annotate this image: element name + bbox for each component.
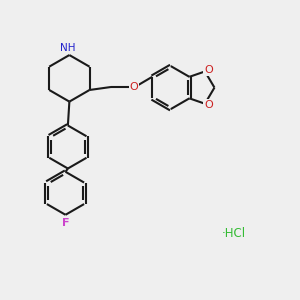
Text: NH: NH xyxy=(60,44,76,53)
Text: O: O xyxy=(204,65,213,75)
Text: O: O xyxy=(130,82,138,92)
Text: F: F xyxy=(62,218,69,228)
Text: ·HCl: ·HCl xyxy=(221,227,246,240)
Text: O: O xyxy=(204,100,213,110)
